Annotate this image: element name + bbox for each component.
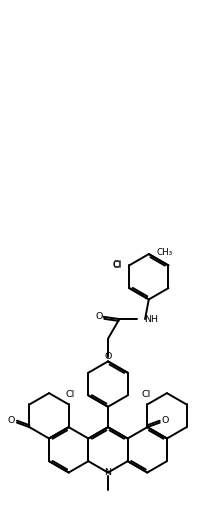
Text: Cl: Cl (112, 260, 122, 269)
Text: N: N (105, 468, 111, 477)
Text: Cl: Cl (142, 390, 151, 399)
Text: O: O (162, 417, 169, 426)
Text: NH: NH (144, 315, 158, 323)
Text: Cl: Cl (112, 261, 122, 270)
Text: O: O (8, 417, 15, 426)
Text: CH₃: CH₃ (156, 248, 173, 258)
Text: Cl: Cl (65, 390, 74, 399)
Text: O: O (95, 312, 103, 321)
Text: O: O (104, 352, 112, 361)
